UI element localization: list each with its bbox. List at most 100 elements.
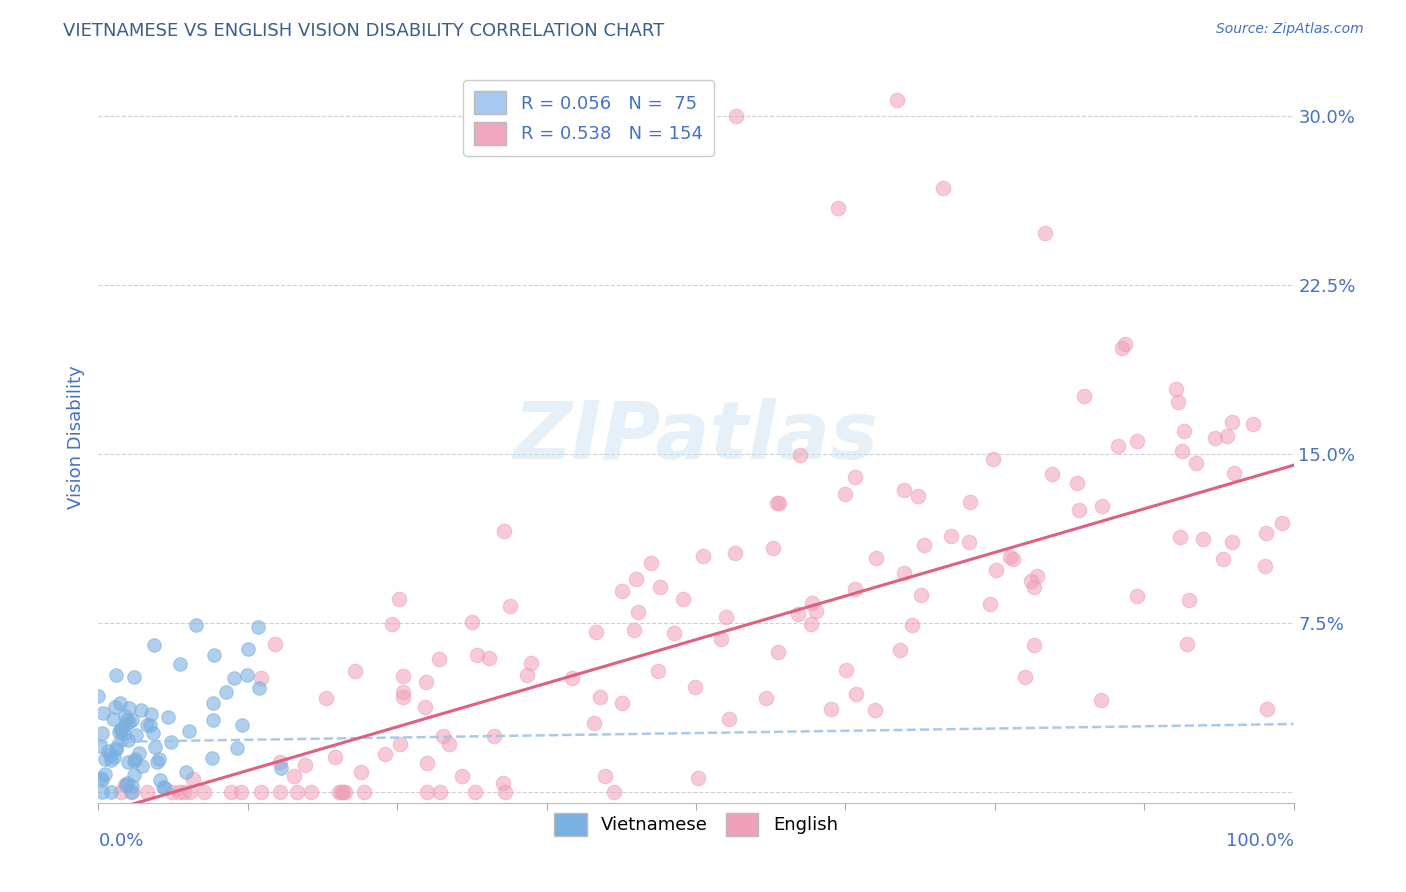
Point bbox=[169, 657, 191, 671]
Point bbox=[692, 549, 714, 564]
Point bbox=[202, 713, 225, 727]
Point bbox=[202, 696, 225, 710]
Point bbox=[142, 726, 165, 740]
Point bbox=[1212, 552, 1234, 566]
Point bbox=[169, 784, 191, 798]
Point bbox=[835, 663, 858, 677]
Point bbox=[201, 751, 224, 765]
Point bbox=[388, 592, 411, 607]
Point bbox=[143, 638, 166, 652]
Point bbox=[640, 556, 662, 570]
Point bbox=[893, 566, 915, 581]
Point bbox=[627, 606, 650, 620]
Point bbox=[800, 596, 823, 610]
Y-axis label: Vision Disability: Vision Disability bbox=[66, 365, 84, 509]
Point bbox=[804, 604, 827, 618]
Point bbox=[145, 740, 167, 755]
Point bbox=[91, 773, 114, 788]
Point bbox=[1175, 637, 1198, 651]
Point bbox=[1192, 533, 1215, 547]
Point bbox=[121, 779, 143, 793]
Point bbox=[800, 616, 823, 631]
Point bbox=[269, 784, 291, 798]
Point bbox=[610, 696, 633, 710]
Point bbox=[901, 618, 924, 632]
Point bbox=[148, 751, 170, 765]
Point bbox=[1107, 439, 1129, 453]
Point bbox=[330, 784, 353, 798]
Point bbox=[184, 618, 207, 632]
Point bbox=[392, 685, 415, 699]
Point bbox=[1178, 593, 1201, 607]
Point bbox=[159, 735, 181, 749]
Point bbox=[986, 563, 1008, 577]
Point bbox=[264, 637, 287, 651]
Point bbox=[1040, 467, 1063, 482]
Point bbox=[121, 784, 143, 798]
Point bbox=[413, 700, 436, 714]
Point bbox=[585, 625, 607, 640]
Point bbox=[465, 648, 488, 662]
Point bbox=[1185, 456, 1208, 470]
Point bbox=[1170, 443, 1192, 458]
Point bbox=[865, 551, 887, 566]
Point bbox=[1254, 525, 1277, 540]
Point bbox=[153, 780, 176, 795]
Point bbox=[685, 680, 707, 694]
Point bbox=[333, 784, 356, 798]
Point bbox=[177, 723, 200, 738]
Point bbox=[149, 773, 172, 788]
Point bbox=[131, 759, 153, 773]
Point bbox=[1002, 552, 1025, 566]
Point bbox=[193, 784, 215, 798]
Point bbox=[121, 714, 143, 728]
Point bbox=[112, 727, 135, 741]
Point bbox=[981, 451, 1004, 466]
Point bbox=[91, 784, 114, 798]
Point bbox=[269, 756, 291, 770]
Point bbox=[90, 726, 112, 740]
Point bbox=[114, 778, 136, 792]
Point bbox=[907, 489, 929, 503]
Point bbox=[146, 755, 169, 769]
Point bbox=[623, 623, 645, 637]
Point bbox=[285, 784, 308, 798]
Legend: Vietnamese, English: Vietnamese, English bbox=[546, 804, 846, 845]
Point bbox=[1220, 535, 1243, 549]
Point bbox=[115, 714, 138, 728]
Point bbox=[724, 546, 747, 560]
Point bbox=[89, 739, 111, 753]
Point bbox=[105, 741, 128, 756]
Point bbox=[1223, 467, 1246, 481]
Point bbox=[595, 769, 617, 783]
Point bbox=[1164, 382, 1187, 396]
Point bbox=[160, 784, 183, 798]
Point bbox=[122, 754, 145, 768]
Text: Source: ZipAtlas.com: Source: ZipAtlas.com bbox=[1216, 22, 1364, 37]
Point bbox=[1254, 559, 1277, 574]
Point bbox=[957, 535, 980, 549]
Point bbox=[323, 750, 346, 764]
Point bbox=[1241, 417, 1264, 431]
Point bbox=[889, 642, 911, 657]
Point bbox=[461, 615, 484, 630]
Point bbox=[100, 784, 122, 798]
Point bbox=[114, 709, 136, 723]
Point bbox=[1073, 389, 1095, 403]
Point bbox=[561, 671, 583, 685]
Point bbox=[294, 758, 316, 772]
Point bbox=[1216, 428, 1239, 442]
Point bbox=[1022, 639, 1045, 653]
Point bbox=[392, 668, 415, 682]
Point bbox=[87, 690, 110, 704]
Point bbox=[762, 541, 785, 556]
Text: ZIPatlas: ZIPatlas bbox=[513, 398, 879, 476]
Point bbox=[125, 728, 148, 742]
Point bbox=[1066, 476, 1088, 491]
Point bbox=[910, 587, 932, 601]
Point bbox=[755, 691, 778, 706]
Point bbox=[437, 737, 460, 751]
Point bbox=[959, 495, 981, 509]
Point bbox=[118, 701, 141, 715]
Point bbox=[104, 699, 127, 714]
